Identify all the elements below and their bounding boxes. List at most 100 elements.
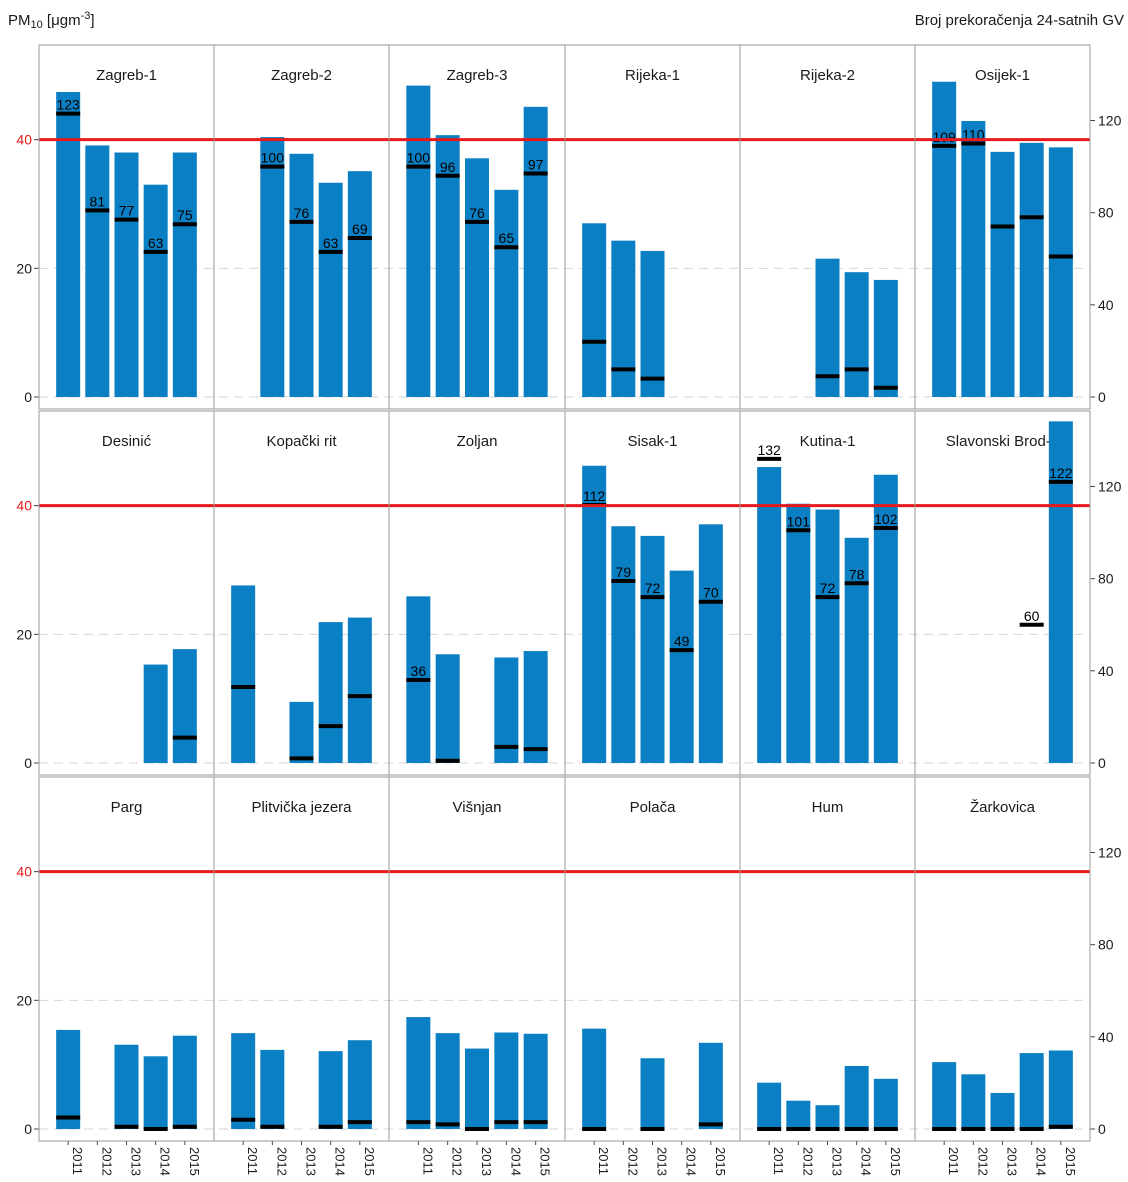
bar-2011 bbox=[406, 85, 431, 398]
year-tick-label: 2013 bbox=[655, 1147, 670, 1176]
panel-zagreb-3: Zagreb-3 100 96 76 65 97 bbox=[406, 67, 548, 398]
bar-2013 bbox=[114, 152, 139, 397]
bar-2013 bbox=[990, 151, 1015, 397]
bar-2015 bbox=[523, 651, 548, 763]
year-tick-label: 2013 bbox=[830, 1147, 845, 1176]
bar-2012 bbox=[260, 137, 285, 397]
bar-2011 bbox=[231, 1033, 256, 1129]
left-tick-label: 20 bbox=[16, 992, 32, 1008]
right-tick-label: 40 bbox=[1098, 1029, 1114, 1045]
panel-title: Plitvička jezera bbox=[251, 799, 352, 816]
panel-vi-njan: Višnjan 2011 2012 2013 2014 2015 bbox=[406, 799, 553, 1176]
year-tick-label: 2014 bbox=[333, 1147, 348, 1176]
bar-2012 bbox=[786, 1100, 811, 1129]
right-axis-title: Broj prekoračenja 24-satnih GV bbox=[915, 12, 1124, 29]
bar-2014 bbox=[318, 622, 343, 763]
bar-2014 bbox=[844, 272, 869, 397]
right-tick-label: 120 bbox=[1098, 479, 1122, 495]
right-tick-label: 80 bbox=[1098, 571, 1114, 587]
exceedance-label: 75 bbox=[177, 207, 193, 223]
year-tick-label: 2015 bbox=[538, 1147, 553, 1176]
panel-pola-a: Polača 2011 2012 2013 2014 2015 bbox=[582, 799, 728, 1176]
panel-rijeka-1: Rijeka-1 bbox=[582, 67, 680, 397]
bar-2015 bbox=[172, 1035, 197, 1129]
right-tick-label: 120 bbox=[1098, 845, 1122, 861]
panel-zagreb-1: Zagreb-1 123 81 77 63 75 bbox=[56, 67, 197, 398]
left-tick-label: 40 bbox=[16, 498, 32, 514]
bar-2014 bbox=[318, 182, 343, 397]
left-tick-label: 0 bbox=[24, 755, 32, 771]
panel-title: Višnjan bbox=[453, 799, 502, 816]
year-tick-label: 2012 bbox=[450, 1147, 465, 1176]
bar-2015 bbox=[1048, 421, 1073, 763]
bar-2012 bbox=[961, 120, 986, 397]
year-tick-label: 2011 bbox=[596, 1147, 611, 1175]
exceedance-label: 72 bbox=[645, 580, 661, 596]
bar-2011 bbox=[932, 1062, 957, 1129]
bar-2013 bbox=[640, 250, 665, 397]
bar-2013 bbox=[465, 1048, 489, 1129]
bar-2014 bbox=[143, 184, 168, 397]
panel-kopa-ki-rit: Kopački rit bbox=[231, 433, 372, 763]
panel-title: Rijeka-2 bbox=[800, 67, 855, 84]
year-tick-label: 2015 bbox=[713, 1147, 728, 1176]
exceedance-label: 69 bbox=[352, 221, 368, 237]
left-tick-label: 0 bbox=[24, 1121, 32, 1137]
bar-2011 bbox=[582, 465, 607, 763]
panel-title: Zagreb-3 bbox=[447, 67, 508, 84]
bar-2011 bbox=[56, 92, 81, 398]
year-tick-label: 2012 bbox=[99, 1147, 114, 1176]
bar-2014 bbox=[844, 1065, 869, 1129]
year-tick-label: 2014 bbox=[684, 1147, 699, 1176]
bar-2013 bbox=[815, 509, 840, 763]
bar-2015 bbox=[347, 1040, 372, 1129]
year-tick-label: 2014 bbox=[158, 1147, 173, 1176]
bar-2011 bbox=[757, 467, 782, 763]
year-tick-label: 2013 bbox=[479, 1147, 494, 1176]
bar-2011 bbox=[932, 81, 957, 398]
panel-title: Kopački rit bbox=[266, 433, 337, 450]
bar-2015 bbox=[523, 106, 548, 397]
right-tick-label: 40 bbox=[1098, 663, 1114, 679]
bar-2013 bbox=[289, 701, 314, 763]
bar-2011 bbox=[406, 1017, 431, 1129]
year-tick-label: 2012 bbox=[975, 1147, 990, 1176]
year-tick-label: 2015 bbox=[888, 1147, 903, 1176]
bar-2014 bbox=[143, 664, 168, 763]
bar-2011 bbox=[582, 1028, 607, 1129]
panel-slavonski-brod-2: Slavonski Brod-2 60 122 bbox=[946, 421, 1073, 763]
panel-grid: 0 20 40 0 40 80 120 Zagreb-1 123 81 77 63 75 Zagreb-2… bbox=[16, 44, 1122, 1176]
year-tick-label: 2015 bbox=[362, 1147, 377, 1176]
bar-2014 bbox=[1019, 1053, 1044, 1129]
bar-2012 bbox=[435, 135, 460, 397]
panel-zagreb-2: Zagreb-2 100 76 63 69 bbox=[260, 67, 372, 397]
exceedance-label: 49 bbox=[674, 633, 690, 649]
bar-2013 bbox=[114, 1044, 139, 1129]
exceedance-label: 70 bbox=[703, 585, 719, 601]
year-tick-label: 2012 bbox=[274, 1147, 289, 1176]
bar-2013 bbox=[640, 1058, 665, 1129]
bar-2012 bbox=[260, 1049, 285, 1129]
bar-2011 bbox=[757, 1082, 782, 1129]
bar-2013 bbox=[990, 1092, 1015, 1129]
panel-title: Hum bbox=[812, 799, 844, 816]
year-tick-label: 2011 bbox=[420, 1147, 435, 1175]
right-tick-label: 80 bbox=[1098, 937, 1114, 953]
exceedance-label: 112 bbox=[583, 488, 606, 504]
left-tick-label: 0 bbox=[24, 389, 32, 405]
panel-hum: Hum 2011 2012 2013 2014 2015 bbox=[757, 799, 903, 1176]
bar-2013 bbox=[815, 258, 840, 397]
year-tick-label: 2015 bbox=[1063, 1147, 1078, 1176]
left-tick-label: 20 bbox=[16, 260, 32, 276]
panel-title: Desinić bbox=[102, 433, 152, 450]
bar-2013 bbox=[815, 1105, 840, 1129]
bar-2011 bbox=[56, 1029, 81, 1129]
bar-2012 bbox=[611, 240, 636, 397]
bar-2014 bbox=[318, 1051, 343, 1129]
left-tick-label: 20 bbox=[16, 626, 32, 642]
panel-kutina-1: Kutina-1 132 101 72 78 102 bbox=[757, 433, 898, 763]
exceedance-label: 123 bbox=[56, 97, 80, 113]
exceedance-label: 76 bbox=[469, 205, 485, 221]
exceedance-label: 109 bbox=[932, 129, 956, 145]
